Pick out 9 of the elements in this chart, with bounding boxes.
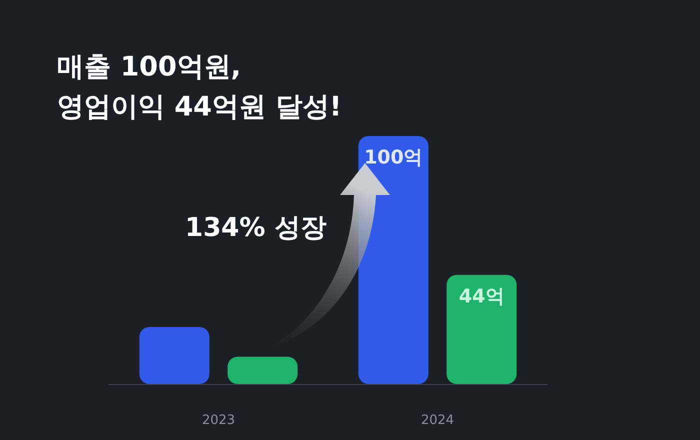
bar	[228, 356, 298, 384]
chart-title: 매출 100억원, 영업이익 44억원 달성!	[57, 52, 342, 122]
x-tick-label: 2023	[202, 413, 236, 428]
data-label: 44억	[458, 285, 504, 308]
data-label: 100억	[364, 146, 423, 168]
x-tick-label: 2024	[420, 413, 454, 428]
bar	[139, 326, 210, 384]
bar	[446, 274, 517, 384]
annotation: 134% 성장	[185, 213, 326, 243]
